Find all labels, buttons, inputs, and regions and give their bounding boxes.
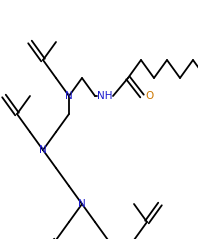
Text: O: O (145, 91, 153, 101)
Text: N: N (39, 145, 47, 155)
Text: NH: NH (97, 91, 113, 101)
Text: N: N (65, 91, 73, 101)
Text: N: N (78, 199, 86, 209)
